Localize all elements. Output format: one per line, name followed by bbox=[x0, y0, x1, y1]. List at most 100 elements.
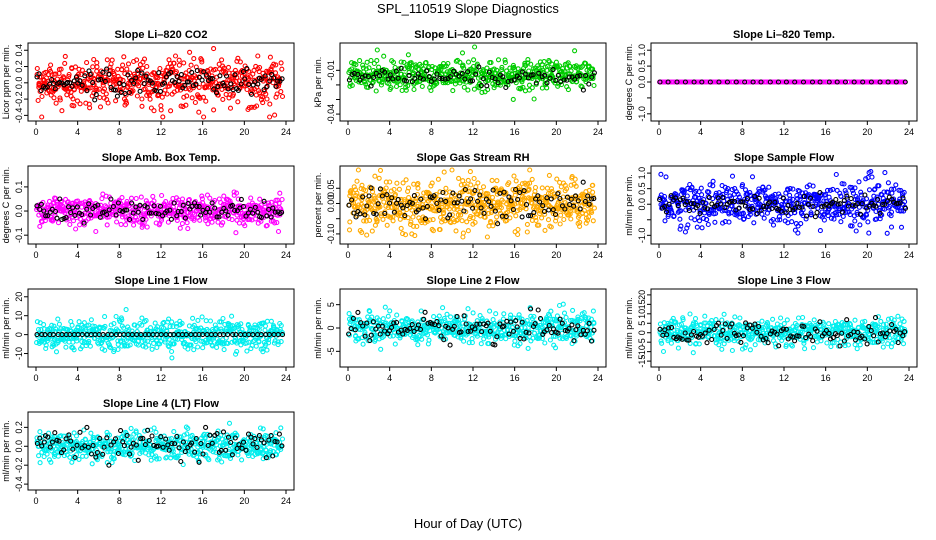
data-point bbox=[201, 114, 207, 120]
data-point bbox=[524, 229, 530, 235]
data-point bbox=[221, 193, 227, 199]
data-point bbox=[139, 224, 145, 230]
data-point bbox=[470, 72, 476, 78]
data-point bbox=[93, 228, 99, 235]
data-point bbox=[115, 73, 121, 79]
data-point bbox=[866, 230, 872, 236]
data-point bbox=[453, 228, 459, 234]
data-point bbox=[557, 179, 563, 185]
y-tick-label: -5 bbox=[326, 347, 336, 355]
data-point bbox=[893, 79, 899, 85]
data-point bbox=[242, 76, 248, 82]
data-point bbox=[118, 221, 124, 227]
data-point bbox=[814, 209, 820, 216]
data-point bbox=[220, 220, 226, 226]
data-point bbox=[250, 210, 256, 216]
x-tick-label: 24 bbox=[281, 127, 291, 137]
data-point bbox=[561, 77, 567, 83]
data-point bbox=[590, 218, 596, 224]
data-point bbox=[46, 198, 53, 204]
x-tick-label: 4 bbox=[698, 127, 703, 137]
data-point bbox=[240, 203, 246, 210]
y-tick-label: 1.0 bbox=[637, 44, 647, 57]
data-point bbox=[114, 93, 120, 99]
data-point bbox=[142, 86, 148, 92]
y-axis-label: kPa per min. bbox=[313, 57, 323, 108]
data-point bbox=[159, 215, 165, 221]
data-point bbox=[272, 209, 278, 215]
data-point bbox=[272, 112, 278, 118]
data-point bbox=[184, 93, 190, 99]
data-point bbox=[191, 200, 198, 206]
data-point bbox=[394, 312, 400, 318]
data-point bbox=[56, 321, 62, 327]
data-point bbox=[451, 68, 457, 74]
data-point bbox=[249, 104, 255, 110]
data-point bbox=[93, 92, 99, 98]
data-point bbox=[203, 318, 209, 324]
data-point bbox=[491, 66, 497, 72]
data-point bbox=[228, 81, 234, 87]
data-point bbox=[450, 88, 456, 94]
data-point bbox=[397, 82, 403, 88]
data-point bbox=[179, 196, 186, 202]
data-point bbox=[196, 74, 203, 81]
data-point bbox=[229, 202, 236, 208]
data-point bbox=[52, 208, 59, 215]
data-point bbox=[190, 315, 196, 321]
data-point bbox=[88, 74, 94, 80]
data-point bbox=[441, 169, 447, 175]
x-tick-label: 0 bbox=[345, 373, 350, 383]
data-point bbox=[115, 207, 121, 214]
data-point bbox=[39, 114, 45, 120]
data-point bbox=[209, 219, 215, 225]
data-point bbox=[139, 315, 145, 321]
x-tick-label: 0 bbox=[656, 127, 661, 137]
data-point bbox=[84, 206, 90, 212]
y-tick-label: 0.00 bbox=[326, 195, 336, 213]
data-point bbox=[132, 217, 138, 224]
x-tick-label: 4 bbox=[387, 250, 392, 260]
data-point bbox=[457, 59, 463, 65]
y-tick-label: 10 bbox=[14, 311, 24, 321]
panel-title: Slope Li–820 Pressure bbox=[414, 29, 531, 41]
data-point bbox=[117, 208, 123, 214]
data-point bbox=[459, 218, 465, 224]
data-point bbox=[263, 91, 269, 97]
data-point bbox=[460, 62, 466, 68]
y-tick-label: -0.10 bbox=[326, 224, 336, 245]
data-point bbox=[260, 100, 266, 106]
series-black bbox=[657, 79, 908, 85]
data-point bbox=[141, 56, 148, 62]
data-point bbox=[115, 200, 121, 206]
data-point bbox=[363, 66, 369, 72]
data-point bbox=[94, 64, 100, 70]
data-point bbox=[225, 212, 231, 218]
data-point bbox=[179, 221, 185, 227]
data-point bbox=[207, 209, 213, 215]
data-point bbox=[77, 101, 83, 107]
data-point bbox=[261, 198, 267, 204]
data-point bbox=[409, 79, 415, 85]
data-point bbox=[403, 78, 409, 84]
data-point bbox=[360, 341, 366, 347]
data-point bbox=[94, 60, 100, 66]
data-point bbox=[65, 79, 71, 85]
data-point bbox=[188, 62, 194, 68]
data-point bbox=[851, 79, 857, 85]
data-point bbox=[81, 220, 87, 226]
data-point bbox=[420, 76, 426, 82]
data-point bbox=[129, 200, 135, 206]
data-point bbox=[572, 76, 578, 82]
data-point bbox=[90, 80, 96, 86]
data-point bbox=[420, 66, 426, 72]
data-point bbox=[242, 223, 248, 229]
data-point bbox=[52, 86, 58, 92]
data-point bbox=[812, 214, 818, 220]
y-tick-label: 0.2 bbox=[14, 60, 24, 73]
data-point bbox=[196, 109, 202, 115]
y-tick-label: -0.4 bbox=[14, 108, 24, 124]
data-point bbox=[499, 64, 505, 70]
data-point bbox=[387, 72, 393, 78]
data-point bbox=[235, 196, 241, 202]
